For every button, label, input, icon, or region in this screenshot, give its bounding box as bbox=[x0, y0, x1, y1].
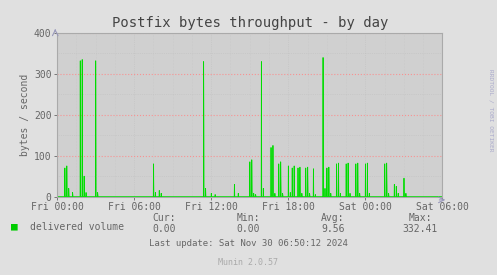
Text: Munin 2.0.57: Munin 2.0.57 bbox=[219, 258, 278, 266]
Y-axis label: bytes / second: bytes / second bbox=[20, 74, 30, 156]
Title: Postfix bytes throughput - by day: Postfix bytes throughput - by day bbox=[111, 16, 388, 31]
Text: RRDTOOL / TOBI OETIKER: RRDTOOL / TOBI OETIKER bbox=[489, 69, 494, 151]
Text: Min:: Min: bbox=[237, 213, 260, 223]
Text: 332.41: 332.41 bbox=[403, 224, 437, 234]
Text: 0.00: 0.00 bbox=[152, 224, 176, 234]
Text: Cur:: Cur: bbox=[152, 213, 176, 223]
Text: Last update: Sat Nov 30 06:50:12 2024: Last update: Sat Nov 30 06:50:12 2024 bbox=[149, 239, 348, 248]
Text: Max:: Max: bbox=[408, 213, 432, 223]
Text: 9.56: 9.56 bbox=[321, 224, 345, 234]
Text: delivered volume: delivered volume bbox=[30, 222, 124, 232]
Text: ■: ■ bbox=[11, 222, 18, 232]
Text: 0.00: 0.00 bbox=[237, 224, 260, 234]
Text: Avg:: Avg: bbox=[321, 213, 345, 223]
